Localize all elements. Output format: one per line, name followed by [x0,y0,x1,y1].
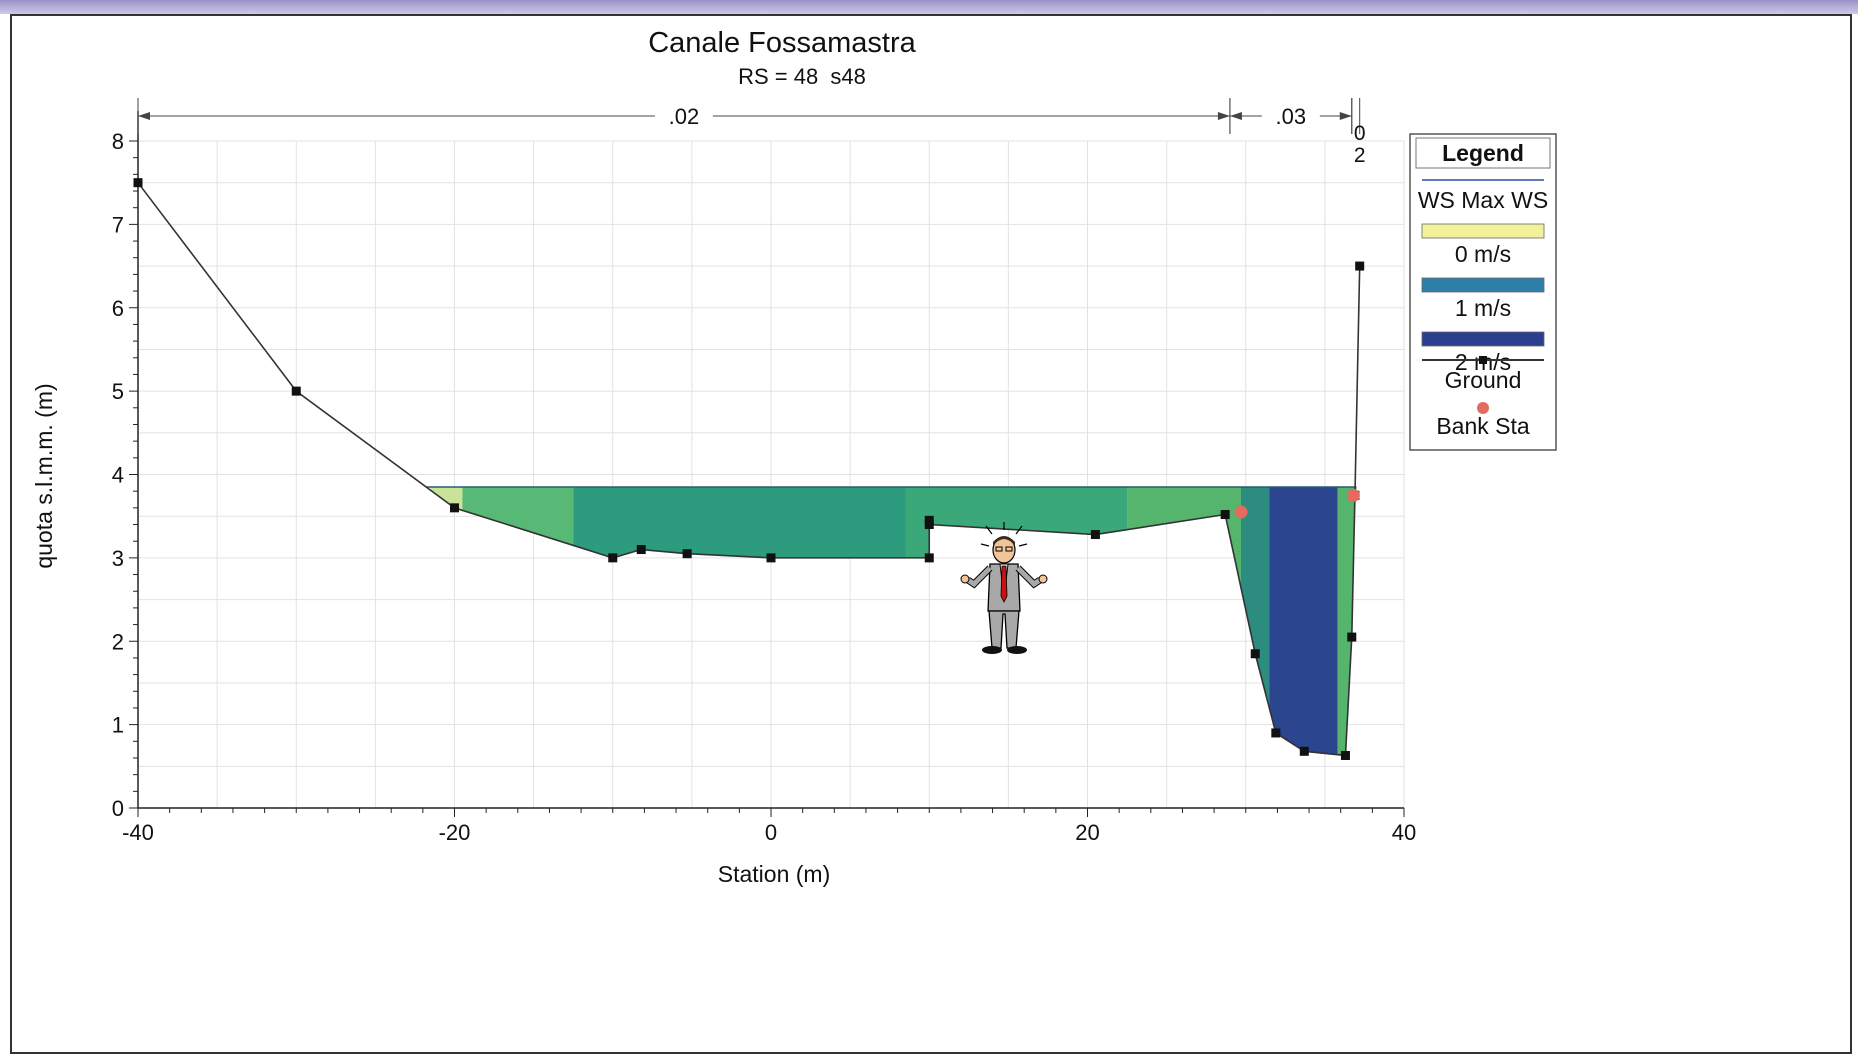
chart-title: Canale Fossamastra [648,27,916,59]
ground-point [1355,261,1365,271]
roughness-arrow [1339,112,1352,120]
roughness-arrow [1229,112,1242,120]
legend-ground-label: Ground [1445,367,1522,393]
y-tick-label: 0 [112,796,124,821]
y-tick-label: 6 [112,296,124,321]
legend-bank-marker [1477,402,1489,414]
bank-stations-series [1234,488,1360,519]
ground-line [137,182,1361,757]
axes [129,111,1405,817]
legend-velocity-label: 1 m/s [1455,295,1511,321]
y-tick-label: 7 [112,212,124,237]
ground-point [924,553,934,563]
chart-frame: Canale Fossamastra RS = 48 s48 -40 -20 0 20… [10,14,1852,1054]
legend-velocity-entries: 0 m/s1 m/s2 m/s [1421,223,1545,375]
ground-series [133,178,1365,760]
grid-lines [137,140,1405,809]
chart-subtitle: RS = 48 s48 [738,64,866,89]
x-axis-label: Station (m) [718,861,830,887]
ground-point [766,553,776,563]
y-tick-labels: 0 1 2 3 4 5 6 7 8 [112,129,124,821]
roughness-label: .02 [669,104,700,129]
roughness-label: .03 [1276,104,1307,129]
velocity-bands [430,487,1357,756]
velocity-band [573,487,906,756]
roughness-arrow [138,112,150,120]
x-tick-label: 40 [1392,820,1416,845]
ground-point [291,386,301,396]
cross-section-chart: Canale Fossamastra RS = 48 s48 -40 -20 0 20… [31,27,1557,887]
ground-point [1299,746,1309,756]
x-tick-labels: -40 -20 0 20 40 [122,820,1416,845]
ground-point [682,549,692,559]
ground-point [1347,632,1357,642]
velocity-band [462,487,574,756]
bank-station-point [1346,488,1360,502]
ground-point [1340,750,1350,760]
ground-point [1090,530,1100,540]
y-tick-label: 8 [112,129,124,154]
ground-point [1271,728,1281,738]
legend-velocity-label: 0 m/s [1455,241,1511,267]
legend-bank-label: Bank Sta [1436,413,1530,439]
velocity-band [430,487,463,756]
ground-point [1220,510,1230,520]
legend-title: Legend [1442,140,1524,166]
legend-color-swatch [1421,277,1545,293]
x-tick-label: -20 [439,820,471,845]
y-tick-label: 4 [112,463,124,488]
legend-ws-label: WS Max WS [1418,187,1548,213]
y-tick-label: 5 [112,379,124,404]
y-tick-label: 1 [112,713,124,738]
cartoon-man-figure [960,522,1048,654]
velocity-band [1127,487,1242,756]
ground-point [636,545,646,555]
y-tick-label: 3 [112,546,124,571]
x-tick-label: 20 [1075,820,1099,845]
ground-point [1250,649,1260,659]
roughness-dimension-lines: .02 .03 02 [137,98,1366,167]
roughness-label: 0 [1354,122,1366,145]
bank-station-point [1234,505,1248,519]
water-area [426,486,1357,756]
roughness-label: 2 [1354,144,1366,167]
ground-point [924,520,934,530]
y-tick-label: 2 [112,629,124,654]
velocity-band [1269,487,1338,756]
legend: Legend WS Max WS 0 m/s1 m/s2 m/s Ground … [1409,133,1557,451]
ground-point [608,553,618,563]
legend-color-swatch [1421,331,1545,347]
x-tick-label: -40 [122,820,154,845]
window-top-bar [0,0,1858,14]
ground-point [450,503,459,513]
ground-point [133,178,143,188]
y-axis-label: quota s.l.m.m. (m) [31,383,57,568]
roughness-arrow [1217,112,1230,120]
x-tick-label: 0 [765,820,777,845]
legend-color-swatch [1421,223,1545,239]
